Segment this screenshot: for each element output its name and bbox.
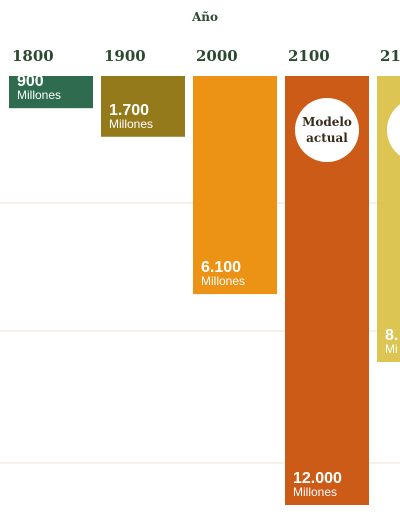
model-badge bbox=[295, 98, 359, 162]
bars: 900Millones1.700Millones6.100Millones12.… bbox=[9, 73, 400, 505]
bar-unit-label: Millones bbox=[17, 88, 61, 102]
bar-2000 bbox=[193, 76, 277, 295]
bar-1800 bbox=[9, 76, 93, 109]
x-axis-ticks: 1800 1900 2000 2100 210 bbox=[12, 47, 400, 65]
bar-unit-label: Millones bbox=[201, 274, 245, 288]
bar-1900 bbox=[101, 76, 185, 137]
bar-value-label: 900 bbox=[17, 73, 44, 90]
bar-value-label: 1.700 bbox=[109, 102, 149, 119]
badge-label: actual bbox=[306, 131, 348, 145]
x-tick-label: 1900 bbox=[104, 47, 146, 65]
x-tick-label: 2000 bbox=[196, 47, 238, 65]
model-badge bbox=[387, 104, 400, 156]
bar-value-label: 8. bbox=[385, 327, 398, 344]
bar-unit-label: Millones bbox=[109, 117, 153, 131]
x-axis-title: Año bbox=[191, 10, 218, 24]
badge-label: Modelo bbox=[302, 115, 352, 129]
bar-value-label: 12.000 bbox=[293, 470, 342, 487]
x-tick-label: 210 bbox=[380, 47, 400, 65]
bar-unit-label: Millones bbox=[293, 485, 337, 499]
bar-unit-label: Mi bbox=[385, 342, 398, 356]
x-tick-label: 2100 bbox=[288, 47, 330, 65]
x-tick-label: 1800 bbox=[12, 47, 54, 65]
bar-value-label: 6.100 bbox=[201, 259, 241, 276]
